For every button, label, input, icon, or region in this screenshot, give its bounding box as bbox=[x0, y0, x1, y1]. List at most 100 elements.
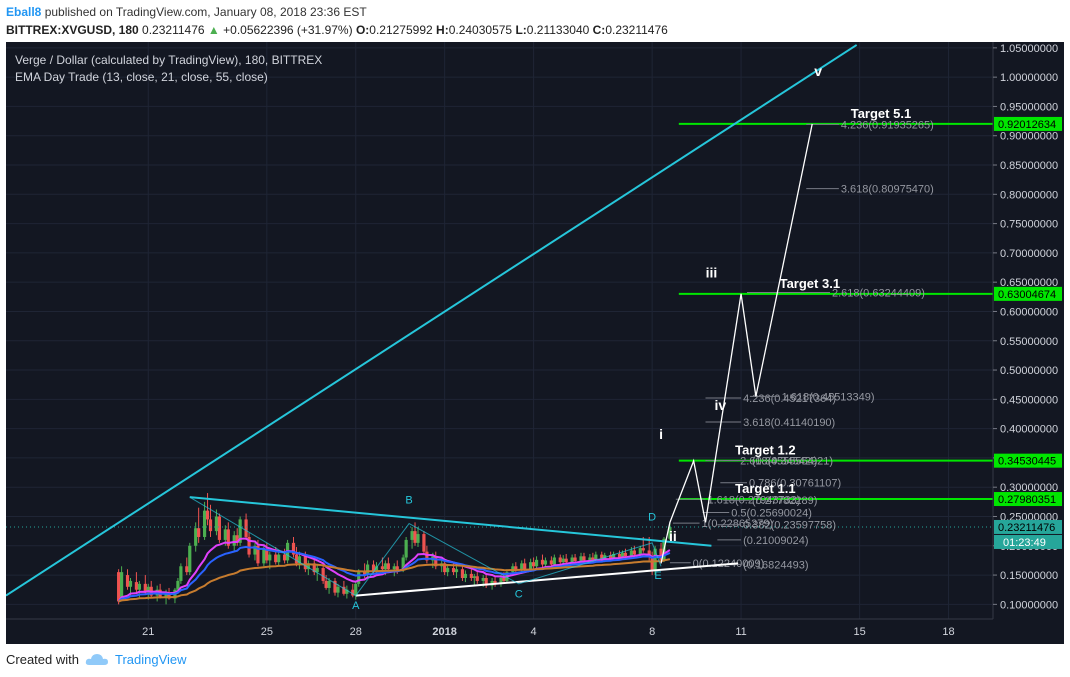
candle-body bbox=[324, 580, 328, 588]
candle-body bbox=[143, 583, 147, 593]
candle-body bbox=[534, 559, 539, 567]
candle-body bbox=[425, 551, 429, 561]
target-label: Target 1.2 bbox=[735, 443, 795, 458]
candle-body bbox=[523, 563, 527, 570]
candle-body bbox=[342, 586, 346, 594]
candle-body bbox=[294, 554, 299, 564]
candle-body bbox=[315, 568, 319, 573]
chart-title: Verge / Dollar (calculated by TradingVie… bbox=[15, 53, 322, 67]
time-tick-label: 15 bbox=[853, 626, 865, 638]
time-tick-label: 8 bbox=[649, 626, 655, 638]
candle-body bbox=[226, 529, 230, 546]
candle-body bbox=[514, 566, 518, 571]
ema55-line bbox=[118, 558, 671, 603]
tradingview-link[interactable]: TradingView bbox=[114, 652, 187, 667]
time-tick-label: 4 bbox=[531, 626, 537, 638]
price-tick-label: 0.40000000 bbox=[1000, 424, 1058, 436]
price-axis[interactable]: 1.05000000 1.00000000 0.95000000 0.90000000… bbox=[992, 42, 1064, 644]
candle-body bbox=[345, 589, 349, 594]
candle-body bbox=[214, 516, 219, 532]
time-tick-label: 18 bbox=[942, 626, 954, 638]
candle-body bbox=[460, 569, 465, 578]
candle-body bbox=[223, 529, 227, 540]
candle-body bbox=[235, 535, 239, 543]
point-label: A bbox=[352, 600, 360, 612]
candle-body bbox=[386, 563, 390, 570]
candle-body bbox=[247, 536, 251, 555]
candle-body bbox=[125, 575, 130, 587]
upper-channel-line bbox=[6, 44, 858, 597]
candle-body bbox=[484, 577, 488, 586]
candle-body bbox=[265, 548, 269, 561]
fib-label: 0.5(0.25690024) bbox=[731, 507, 812, 519]
point-label: C bbox=[515, 588, 523, 600]
candle-body bbox=[351, 589, 355, 596]
candle-body bbox=[413, 531, 417, 543]
candle-body bbox=[283, 554, 287, 561]
candle-body bbox=[416, 534, 420, 543]
candle-body bbox=[502, 577, 506, 581]
candle-body bbox=[588, 557, 592, 561]
wave-label: iii bbox=[706, 264, 718, 280]
grid bbox=[6, 42, 993, 619]
price-tag bbox=[994, 286, 1062, 301]
open-value: 0.21275992 bbox=[369, 23, 433, 37]
candle-body bbox=[291, 542, 296, 555]
candle-body bbox=[579, 556, 583, 562]
candle-body bbox=[176, 580, 180, 590]
candle-body bbox=[469, 573, 473, 578]
price-tag-label: 0.34530445 bbox=[998, 456, 1056, 468]
time-axis-bg bbox=[6, 619, 1064, 644]
wave-label: i bbox=[659, 426, 663, 442]
close-value: 0.23211476 bbox=[605, 23, 668, 37]
candle-body bbox=[167, 592, 171, 599]
candle-body bbox=[117, 572, 121, 602]
fib-label: 0.786(0.30761107) bbox=[749, 478, 841, 490]
price-tag bbox=[994, 492, 1062, 507]
price-tick-label: 0.60000000 bbox=[1000, 306, 1058, 318]
time-tick-label: 2018 bbox=[432, 626, 456, 638]
fib-label: (0.16824493) bbox=[743, 559, 808, 571]
candle-body bbox=[395, 566, 399, 571]
price-tick-label: 0.90000000 bbox=[1000, 131, 1058, 143]
candle-body bbox=[333, 580, 337, 593]
candle-body bbox=[600, 554, 604, 559]
author-link[interactable]: Eball8 bbox=[6, 5, 42, 19]
price-tick-label: 0.10000000 bbox=[1000, 599, 1058, 611]
fib-label: 3.618(0.80975470) bbox=[841, 184, 934, 196]
change-value: +0.05622396 (+31.97%) bbox=[223, 23, 353, 37]
candle-body bbox=[119, 572, 124, 599]
fib-label: (0.27782289) bbox=[752, 495, 817, 507]
candle-body bbox=[520, 563, 524, 571]
candle-body bbox=[363, 572, 367, 576]
candle-body bbox=[268, 554, 272, 561]
time-axis[interactable]: 21 25 28 2018 4 8 11 15 18 bbox=[6, 618, 1064, 644]
time-tick-label: 21 bbox=[142, 626, 154, 638]
price-tag-label: 0.23211476 bbox=[998, 522, 1055, 534]
candle-body bbox=[638, 548, 642, 555]
candle-body bbox=[632, 550, 636, 555]
price-tag-label: 0.63004674 bbox=[998, 289, 1056, 301]
price-tick-label: 0.80000000 bbox=[1000, 189, 1058, 201]
low-label: L: bbox=[515, 23, 527, 37]
price-chart[interactable]: 4.236(0.91935265) 3.618(0.80975470) 2.618(… bbox=[6, 42, 1064, 644]
point-label: B bbox=[405, 495, 412, 507]
fib-label: 0.382(0.23597758) bbox=[743, 520, 836, 532]
candle-body bbox=[374, 566, 379, 573]
candle-body bbox=[205, 510, 210, 520]
candle-body bbox=[197, 528, 201, 537]
open-label: O: bbox=[355, 23, 370, 37]
candle-body bbox=[321, 568, 325, 581]
candle-body bbox=[594, 554, 598, 560]
candle-body bbox=[354, 583, 358, 596]
high-value: 0.24030575 bbox=[448, 23, 513, 37]
fib-label: 4.236(0.91935265) bbox=[841, 119, 934, 131]
candle-body bbox=[623, 552, 628, 557]
target-label: Target 5.1 bbox=[851, 106, 911, 121]
candle-body bbox=[561, 558, 565, 563]
candle-body bbox=[410, 531, 414, 540]
fib-label: 2.618(0.63244409) bbox=[832, 287, 925, 299]
candle-body bbox=[357, 572, 361, 584]
price-tick-label: 0.30000000 bbox=[1000, 482, 1058, 494]
candle-body bbox=[401, 557, 405, 571]
